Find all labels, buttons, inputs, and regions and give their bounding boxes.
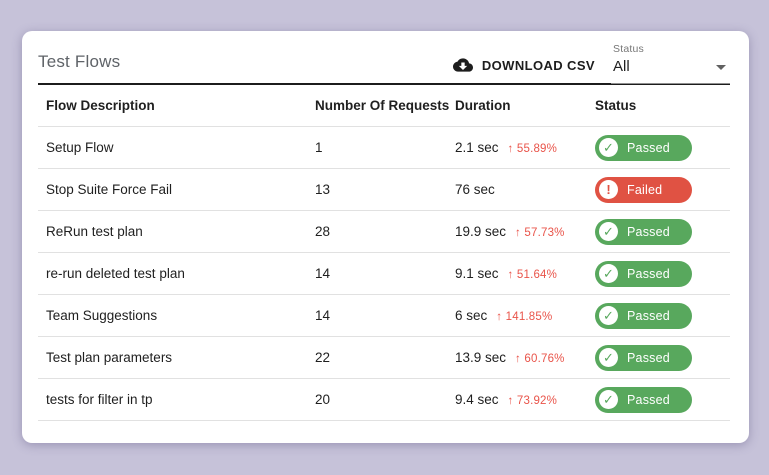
- flow-description-cell: ReRun test plan: [46, 224, 143, 239]
- download-csv-button[interactable]: DOWNLOAD CSV: [449, 49, 599, 81]
- chevron-down-icon: [716, 64, 726, 70]
- requests-cell: 14: [315, 308, 331, 323]
- table-row: Team Suggestions 14 6 sec ↑ 141.85% ✓ Pa…: [38, 295, 730, 337]
- page-title: Test Flows: [38, 52, 121, 71]
- duration-delta: ↑ 60.76%: [515, 353, 565, 365]
- requests-cell: 20: [315, 392, 331, 407]
- cloud-download-icon: [452, 55, 473, 75]
- column-header-number-of-requests: Number Of Requests: [315, 98, 450, 113]
- status-badge-label: Passed: [627, 350, 670, 365]
- test-flows-card: Test Flows DOWNLOAD CSV Status All Flow …: [22, 31, 749, 443]
- status-badge-label: Passed: [627, 266, 670, 281]
- column-header-flow-description: Flow Description: [46, 98, 155, 113]
- status-filter-select[interactable]: Status All: [611, 41, 730, 84]
- duration-cell: 9.4 sec ↑ 73.92%: [455, 392, 595, 407]
- header-controls: DOWNLOAD CSV Status All: [449, 41, 730, 84]
- duration-delta: ↑ 51.64%: [507, 269, 558, 281]
- duration-cell: 9.1 sec ↑ 51.64%: [455, 266, 595, 281]
- status-badge-label: Passed: [627, 392, 670, 407]
- duration-cell: 13.9 sec ↑ 60.76%: [455, 350, 595, 365]
- status-badge-label: Passed: [627, 308, 670, 323]
- flow-description-cell: Setup Flow: [46, 140, 114, 155]
- duration-cell: 6 sec ↑ 141.85%: [455, 308, 595, 323]
- status-filter-label: Status: [613, 42, 644, 55]
- duration-delta: ↑ 57.73%: [515, 227, 565, 239]
- duration-value: 76 sec: [455, 182, 495, 197]
- requests-cell: 14: [315, 266, 331, 281]
- flow-description-cell: Stop Suite Force Fail: [46, 182, 173, 197]
- status-cell: ✓ Passed: [595, 134, 730, 161]
- requests-cell: 1: [315, 140, 323, 155]
- duration-value: 6 sec: [455, 308, 488, 323]
- status-badge: ✓ Passed: [595, 386, 692, 413]
- status-cell: ! Failed: [595, 176, 730, 203]
- column-header-status: Status: [595, 98, 637, 113]
- duration-value: 13.9 sec: [455, 350, 507, 365]
- requests-cell: 22: [315, 350, 331, 365]
- status-filter-value: All: [613, 57, 630, 75]
- duration-value: 9.1 sec: [455, 266, 499, 281]
- status-badge: ✓ Passed: [595, 134, 692, 161]
- flow-description-cell: Team Suggestions: [46, 308, 158, 323]
- duration-cell: 19.9 sec ↑ 57.73%: [455, 224, 595, 239]
- check-circle-icon: ✓: [599, 306, 618, 325]
- status-cell: ✓ Passed: [595, 344, 730, 371]
- test-flows-table: Flow Description Number Of Requests Dura…: [38, 85, 730, 421]
- check-circle-icon: ✓: [599, 390, 618, 409]
- duration-delta: ↑ 73.92%: [507, 395, 558, 407]
- header-divider: [38, 83, 730, 85]
- table-header-row: Flow Description Number Of Requests Dura…: [38, 85, 730, 127]
- check-circle-icon: ✓: [599, 222, 618, 241]
- status-cell: ✓ Passed: [595, 386, 730, 413]
- status-badge: ✓ Passed: [595, 344, 692, 371]
- flow-description-cell: Test plan parameters: [46, 350, 173, 365]
- status-badge-label: Passed: [627, 224, 670, 239]
- flow-description-cell: re-run deleted test plan: [46, 266, 185, 281]
- check-circle-icon: ✓: [599, 138, 618, 157]
- exclamation-circle-icon: !: [599, 180, 618, 199]
- status-badge-label: Failed: [627, 182, 663, 197]
- table-row: Test plan parameters 22 13.9 sec ↑ 60.76…: [38, 337, 730, 379]
- duration-delta: ↑ 141.85%: [496, 311, 553, 323]
- status-cell: ✓ Passed: [595, 302, 730, 329]
- duration-cell: 2.1 sec ↑ 55.89%: [455, 140, 595, 155]
- duration-delta: ↑ 55.89%: [507, 143, 558, 155]
- status-badge: ✓ Passed: [595, 260, 692, 287]
- column-header-duration: Duration: [455, 98, 511, 113]
- table-row: Setup Flow 1 2.1 sec ↑ 55.89% ✓ Passed: [38, 127, 730, 169]
- check-circle-icon: ✓: [599, 348, 618, 367]
- table-row: re-run deleted test plan 14 9.1 sec ↑ 51…: [38, 253, 730, 295]
- duration-value: 2.1 sec: [455, 140, 499, 155]
- flow-description-cell: tests for filter in tp: [46, 392, 153, 407]
- table-body: Setup Flow 1 2.1 sec ↑ 55.89% ✓ Passed S…: [38, 127, 730, 421]
- download-csv-label: DOWNLOAD CSV: [481, 57, 595, 73]
- status-badge: ✓ Passed: [595, 218, 692, 245]
- requests-cell: 13: [315, 182, 331, 197]
- duration-value: 19.9 sec: [455, 224, 507, 239]
- status-badge-label: Passed: [627, 140, 670, 155]
- status-badge: ✓ Passed: [595, 302, 692, 329]
- duration-value: 9.4 sec: [455, 392, 499, 407]
- table-row: Stop Suite Force Fail 13 76 sec ! Failed: [38, 169, 730, 211]
- card-header: Test Flows DOWNLOAD CSV Status All: [22, 31, 749, 84]
- status-cell: ✓ Passed: [595, 218, 730, 245]
- check-circle-icon: ✓: [599, 264, 618, 283]
- status-badge: ! Failed: [595, 176, 692, 203]
- duration-cell: 76 sec: [455, 182, 595, 197]
- table-row: ReRun test plan 28 19.9 sec ↑ 57.73% ✓ P…: [38, 211, 730, 253]
- table-row: tests for filter in tp 20 9.4 sec ↑ 73.9…: [38, 379, 730, 421]
- status-cell: ✓ Passed: [595, 260, 730, 287]
- requests-cell: 28: [315, 224, 331, 239]
